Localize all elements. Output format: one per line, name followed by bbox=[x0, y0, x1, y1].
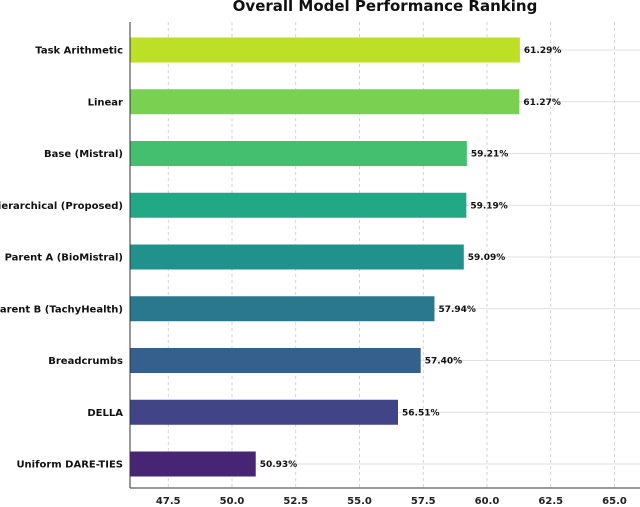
bar bbox=[130, 399, 399, 425]
value-label: 57.40% bbox=[425, 357, 463, 367]
value-label: 61.27% bbox=[523, 98, 561, 108]
value-label: 50.93% bbox=[260, 460, 298, 470]
x-tick-label: 65.0 bbox=[602, 496, 627, 507]
bar bbox=[130, 451, 256, 477]
x-tick-label: 47.5 bbox=[156, 496, 181, 507]
bar bbox=[130, 192, 467, 218]
category-label: Hierarchical (Proposed) bbox=[0, 201, 123, 212]
x-tick-label: 55.0 bbox=[347, 496, 372, 507]
x-tick-labels: 47.5 50.0 52.5 55.0 57.5 60.0 62.5 65.0 bbox=[156, 496, 627, 507]
chart-title: Overall Model Performance Ranking bbox=[233, 0, 538, 15]
category-label: Base (Mistral) bbox=[44, 149, 123, 160]
x-tick-label: 60.0 bbox=[475, 496, 500, 507]
category-label: DELLA bbox=[87, 408, 123, 419]
value-label: 59.09% bbox=[468, 253, 506, 263]
value-label: 56.51% bbox=[402, 408, 440, 418]
x-tick-label: 62.5 bbox=[538, 496, 563, 507]
value-label: 59.19% bbox=[470, 201, 508, 211]
category-label: Linear bbox=[88, 97, 123, 108]
category-label: Parent A (BioMistral) bbox=[5, 253, 123, 264]
category-label: Task Arithmetic bbox=[35, 46, 123, 57]
x-tick-label: 50.0 bbox=[220, 496, 245, 507]
category-labels: Task Arithmetic Linear Base (Mistral) Hiera… bbox=[0, 46, 123, 471]
category-label: Breadcrumbs bbox=[48, 356, 123, 367]
bar bbox=[130, 244, 464, 270]
bar bbox=[130, 89, 520, 115]
bar bbox=[130, 348, 421, 373]
value-label: 59.21% bbox=[471, 150, 509, 160]
value-labels: 61.29% 61.27% 59.21% 59.19% 59.09% 57.94% 57.4… bbox=[260, 46, 562, 470]
x-tick-label: 52.5 bbox=[283, 496, 308, 507]
bar bbox=[130, 37, 520, 63]
bars bbox=[130, 37, 520, 477]
bar bbox=[130, 296, 435, 322]
x-tick-label: 57.5 bbox=[411, 496, 436, 507]
category-label: Uniform DARE-TIES bbox=[16, 460, 123, 471]
bar bbox=[130, 141, 467, 166]
value-label: 61.29% bbox=[524, 46, 562, 56]
value-label: 57.94% bbox=[438, 305, 476, 315]
category-label: Parent B (TachyHealth) bbox=[0, 304, 123, 315]
